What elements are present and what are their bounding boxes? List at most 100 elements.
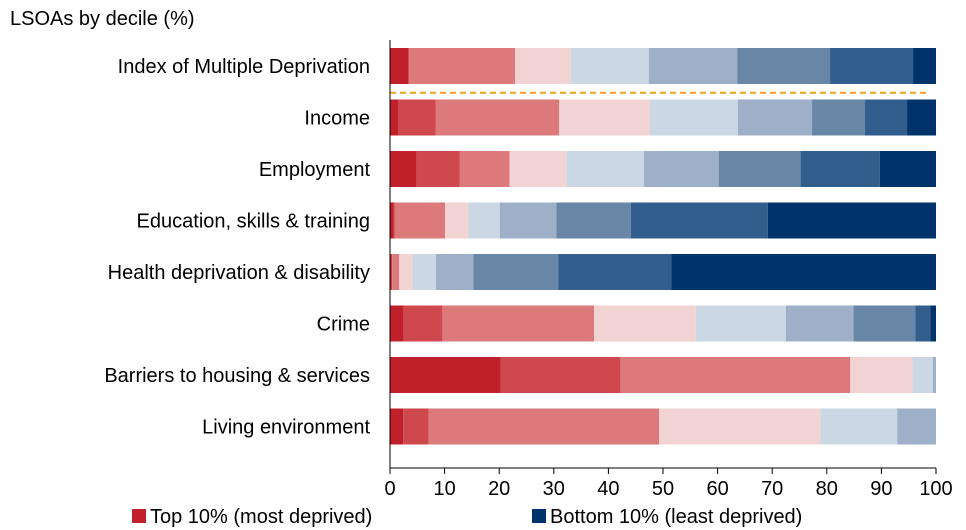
bar-segment-decile-4 — [399, 254, 413, 290]
bar-segment-decile-1 — [390, 408, 404, 445]
bar-segment-decile-8 — [800, 151, 880, 187]
bar-segment-decile-9 — [913, 48, 936, 84]
bar-segment-decile-3 — [442, 305, 595, 342]
bar-segment-decile-9 — [930, 305, 936, 342]
category-labels: Index of Multiple Deprivation Income Emplo… — [104, 56, 370, 439]
bar-segment-decile-5 — [468, 202, 500, 239]
x-tick-label: 40 — [597, 478, 619, 500]
bar-segment-decile-4 — [509, 151, 567, 187]
bar-segment-decile-5 — [695, 305, 786, 342]
x-tick-label: 60 — [706, 478, 728, 500]
bar-segment-decile-8 — [830, 48, 914, 84]
chart-title: LSOAs by decile (%) — [10, 8, 195, 30]
bar-segment-decile-5 — [566, 151, 644, 187]
bar-segment-decile-7 — [853, 305, 916, 342]
bar-segment-decile-3 — [392, 254, 400, 290]
legend-swatch — [132, 509, 146, 523]
bar-segment-decile-9 — [907, 99, 936, 136]
category-label: Crime — [317, 314, 370, 336]
legend-label: Top 10% (most deprived) — [150, 506, 372, 528]
bar-segment-decile-6 — [737, 99, 813, 136]
bar-segment-decile-2 — [391, 254, 393, 290]
category-label: Index of Multiple Deprivation — [118, 56, 370, 78]
bar-segment-decile-4 — [445, 202, 469, 239]
bar-row — [390, 357, 936, 393]
legend-label: Bottom 10% (least deprived) — [550, 506, 802, 528]
bar-segment-decile-7 — [556, 202, 631, 239]
bar-segment-decile-4 — [515, 48, 571, 84]
bars-group — [390, 48, 936, 445]
bar-segment-decile-7 — [812, 99, 866, 136]
bar-segment-decile-6 — [643, 151, 719, 187]
bar-segment-decile-1 — [390, 202, 394, 239]
bar-segment-decile-5 — [649, 99, 738, 136]
x-tick-label: 0 — [384, 478, 395, 500]
bar-segment-decile-4 — [850, 357, 913, 393]
bar-segment-decile-9 — [671, 254, 936, 290]
bar-segment-decile-7 — [718, 151, 801, 187]
bar-row — [390, 202, 936, 239]
bar-segment-decile-2 — [500, 357, 621, 393]
bar-segment-decile-8 — [915, 305, 931, 342]
x-tick-label: 70 — [761, 478, 783, 500]
x-tick-label: 80 — [816, 478, 838, 500]
bar-segment-decile-6 — [897, 408, 936, 445]
bar-segment-decile-2 — [398, 99, 436, 136]
bar-row — [390, 408, 936, 445]
legend-item: Bottom 10% (least deprived) — [532, 506, 802, 528]
bar-segment-decile-9 — [879, 151, 936, 187]
bar-segment-decile-6 — [435, 254, 474, 290]
legend: Top 10% (most deprived) Bottom 10% (least… — [132, 506, 802, 528]
bar-segment-decile-7 — [473, 254, 559, 290]
bar-segment-decile-2 — [393, 202, 395, 239]
bar-segment-decile-3 — [459, 151, 510, 187]
bar-segment-decile-8 — [558, 254, 672, 290]
x-tick-label: 30 — [543, 478, 565, 500]
bar-row — [390, 48, 936, 84]
legend-item: Top 10% (most deprived) — [132, 506, 372, 528]
bar-segment-decile-3 — [620, 357, 851, 393]
category-label: Living environment — [202, 417, 370, 439]
bar-segment-decile-1 — [390, 99, 399, 136]
category-label: Barriers to housing & services — [104, 365, 370, 387]
bar-segment-decile-5 — [912, 357, 933, 393]
category-label: Employment — [259, 159, 371, 181]
bar-segment-decile-6 — [932, 357, 936, 393]
bar-segment-decile-1 — [390, 254, 392, 290]
bar-segment-decile-4 — [594, 305, 696, 342]
bar-segment-decile-1 — [390, 151, 417, 187]
bar-row — [390, 151, 936, 187]
x-tick-label: 10 — [433, 478, 455, 500]
bar-segment-decile-8 — [865, 99, 908, 136]
bar-segment-decile-3 — [428, 408, 660, 445]
bar-segment-decile-5 — [570, 48, 649, 84]
bar-segment-decile-1 — [390, 305, 404, 342]
bar-segment-decile-9 — [767, 202, 936, 239]
category-label: Income — [304, 108, 370, 130]
x-tick-label: 50 — [652, 478, 674, 500]
bar-segment-decile-2 — [403, 408, 429, 445]
legend-swatch — [532, 509, 546, 523]
bar-segment-decile-8 — [630, 202, 768, 239]
bar-segment-decile-2 — [403, 305, 443, 342]
x-tick-label: 90 — [870, 478, 892, 500]
bar-segment-decile-6 — [648, 48, 738, 84]
bar-segment-decile-7 — [737, 48, 831, 84]
bar-segment-decile-1 — [390, 357, 501, 393]
bar-segment-decile-5 — [412, 254, 436, 290]
bar-row — [390, 99, 936, 136]
bar-segment-decile-1 — [390, 48, 409, 84]
bar-row — [390, 254, 936, 290]
bar-segment-decile-2 — [416, 151, 460, 187]
bar-segment-decile-5 — [820, 408, 898, 445]
bar-segment-decile-6 — [499, 202, 557, 239]
bar-segment-decile-6 — [785, 305, 854, 342]
bar-row — [390, 305, 936, 342]
bar-segment-decile-3 — [408, 48, 516, 84]
x-axis: 0 10 20 30 40 50 60 70 80 90 100 — [384, 40, 953, 500]
bar-segment-decile-4 — [659, 408, 821, 445]
x-tick-label: 100 — [919, 478, 952, 500]
category-label: Health deprivation & disability — [108, 262, 370, 284]
bar-segment-decile-4 — [559, 99, 650, 136]
